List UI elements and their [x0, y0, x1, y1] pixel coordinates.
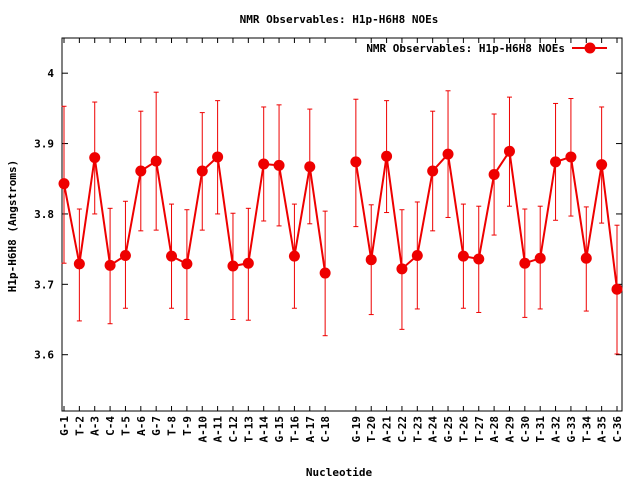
x-tick-label: G-19 [350, 416, 363, 443]
y-tick-label: 3.7 [34, 278, 54, 291]
series-layer [58, 90, 623, 355]
x-tick-label: A-35 [596, 416, 609, 443]
data-point [473, 253, 485, 265]
data-point [396, 263, 408, 275]
data-point [519, 257, 531, 269]
data-point [73, 258, 85, 270]
series-line [354, 148, 618, 290]
x-tick-label: G-7 [150, 416, 163, 436]
x-axis-ticks: G-1 T-2 A-3 C-4 T-5 A-6 G-7 T-8 T-9 A-10 A-11 C-12 T… [58, 38, 624, 443]
data-point [135, 165, 147, 177]
data-point [550, 156, 562, 168]
data-point [488, 169, 500, 181]
y-axis-label: H1p-H6H8 (Angstroms) [6, 160, 19, 292]
x-tick-label: A-14 [258, 416, 271, 443]
data-point [534, 252, 546, 264]
y-tick-label: 3.8 [34, 208, 54, 221]
x-tick-label: T-31 [534, 416, 547, 443]
data-point [258, 158, 270, 170]
data-point [427, 165, 439, 177]
x-tick-label: T-26 [457, 416, 470, 443]
data-point [58, 178, 70, 190]
x-tick-label: A-10 [196, 416, 209, 443]
data-point [381, 150, 393, 162]
x-tick-label: C-30 [519, 416, 532, 443]
y-tick-label: 3.9 [34, 138, 54, 151]
y-tick-label: 4 [47, 67, 54, 80]
x-tick-label: A-32 [550, 416, 563, 443]
x-tick-label: C-36 [611, 416, 624, 443]
legend: NMR Observables: H1p-H6H8 NOEs [366, 42, 607, 55]
data-point [212, 151, 224, 163]
x-tick-label: A-17 [304, 416, 317, 443]
x-tick-label: A-24 [427, 416, 440, 443]
data-point [227, 260, 239, 272]
data-point [150, 155, 162, 167]
x-tick-label: G-33 [565, 416, 578, 443]
x-tick-label: A-29 [503, 416, 516, 443]
legend-label: NMR Observables: H1p-H6H8 NOEs [366, 42, 565, 55]
x-tick-label: T-27 [473, 416, 486, 443]
data-point [104, 259, 116, 271]
data-point [596, 159, 608, 171]
x-axis-label: Nucleotide [306, 466, 373, 479]
x-tick-label: T-16 [288, 416, 301, 443]
y-axis-ticks: 3.6 3.7 3.8 3.9 4 [34, 67, 622, 362]
data-point [611, 283, 623, 295]
x-tick-label: T-5 [119, 416, 132, 436]
data-point [319, 267, 331, 279]
x-tick-label: T-20 [365, 416, 378, 443]
data-point [242, 257, 254, 269]
data-point [411, 249, 423, 261]
x-tick-label: T-23 [411, 416, 424, 443]
x-tick-label: A-3 [89, 416, 102, 436]
x-tick-label: A-6 [135, 416, 148, 436]
x-tick-label: C-22 [396, 416, 409, 443]
data-point [273, 159, 285, 171]
x-tick-label: A-21 [381, 416, 394, 443]
x-tick-label: T-2 [73, 416, 86, 436]
data-point [457, 250, 469, 262]
data-point [288, 250, 300, 262]
legend-marker [584, 42, 596, 54]
x-tick-label: C-12 [227, 416, 240, 443]
data-point [580, 252, 592, 264]
y-tick-label: 3.6 [34, 349, 54, 362]
data-point [181, 258, 193, 270]
x-tick-label: T-8 [166, 416, 179, 436]
chart-title: NMR Observables: H1p-H6H8 NOEs [240, 13, 439, 26]
data-point [365, 254, 377, 266]
x-tick-label: T-34 [580, 416, 593, 443]
data-point [166, 250, 178, 262]
data-point [503, 145, 515, 157]
x-tick-label: G-25 [442, 416, 455, 443]
x-tick-label: C-18 [319, 416, 332, 443]
x-tick-label: T-9 [181, 416, 194, 436]
x-tick-label: T-13 [242, 416, 255, 443]
data-point [304, 161, 316, 173]
data-point [196, 165, 208, 177]
series-line [63, 154, 327, 274]
x-tick-label: A-11 [212, 416, 225, 443]
data-point [565, 151, 577, 163]
data-point [442, 148, 454, 160]
x-tick-label: C-4 [104, 416, 117, 436]
data-point [119, 249, 131, 261]
data-point [89, 152, 101, 164]
plot-frame [61, 37, 623, 412]
data-point [350, 156, 362, 168]
x-tick-label: G-15 [273, 416, 286, 443]
x-tick-label: A-28 [488, 416, 501, 443]
x-tick-label: G-1 [58, 416, 71, 436]
